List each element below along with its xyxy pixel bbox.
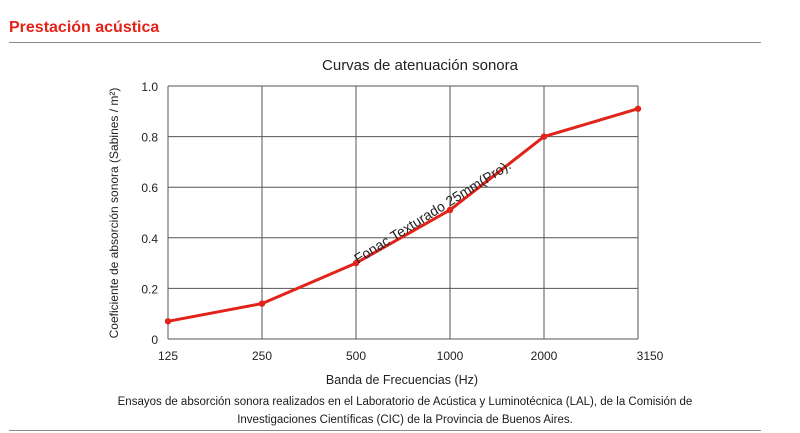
footnote: Ensayos de absorción sonora realizados e… — [60, 393, 750, 429]
x-tick-label: 1000 — [437, 349, 464, 363]
x-tick-label: 125 — [158, 349, 178, 363]
y-tick-label: 1.0 — [141, 80, 158, 94]
header-divider — [9, 42, 761, 43]
series-line — [167, 107, 639, 323]
footnote-line-2: Investigaciones Científicas (CIC) de la … — [237, 414, 573, 426]
x-tick-label: 3150 — [637, 349, 664, 363]
y-axis-ticks: 0 0.2 0.4 0.6 0.8 1.0 — [141, 80, 158, 347]
footnote-line-1: Ensayos de absorción sonora realizados e… — [117, 396, 693, 408]
y-tick-label: 0.6 — [141, 181, 158, 195]
section-title: Prestación acústica — [9, 19, 160, 36]
data-point — [258, 300, 266, 307]
data-point — [446, 206, 454, 214]
data-point — [164, 318, 172, 325]
chart-series — [164, 105, 642, 325]
x-axis-ticks: 125 250 500 1000 2000 3150 — [158, 349, 664, 363]
chart-title: Curvas de atenuación sonora — [322, 57, 519, 74]
chart-grid — [167, 85, 639, 340]
x-tick-label: 2000 — [531, 349, 558, 363]
data-point — [634, 105, 642, 112]
x-axis-label: Banda de Frecuencias (Hz) — [326, 373, 478, 387]
footer-divider — [9, 430, 761, 431]
y-tick-label: 0 — [151, 333, 158, 347]
series-label: Fonac Texturado 25mm(Pro). — [351, 157, 514, 267]
data-point — [540, 133, 548, 140]
data-point — [352, 259, 360, 267]
y-tick-label: 0.8 — [141, 131, 158, 145]
y-tick-label: 0.4 — [141, 232, 158, 246]
x-tick-label: 250 — [252, 349, 272, 363]
y-axis-label: Coeficiente de absorción sonora (Sabines… — [107, 88, 121, 339]
x-tick-label: 500 — [346, 349, 366, 363]
y-tick-label: 0.2 — [141, 282, 158, 296]
